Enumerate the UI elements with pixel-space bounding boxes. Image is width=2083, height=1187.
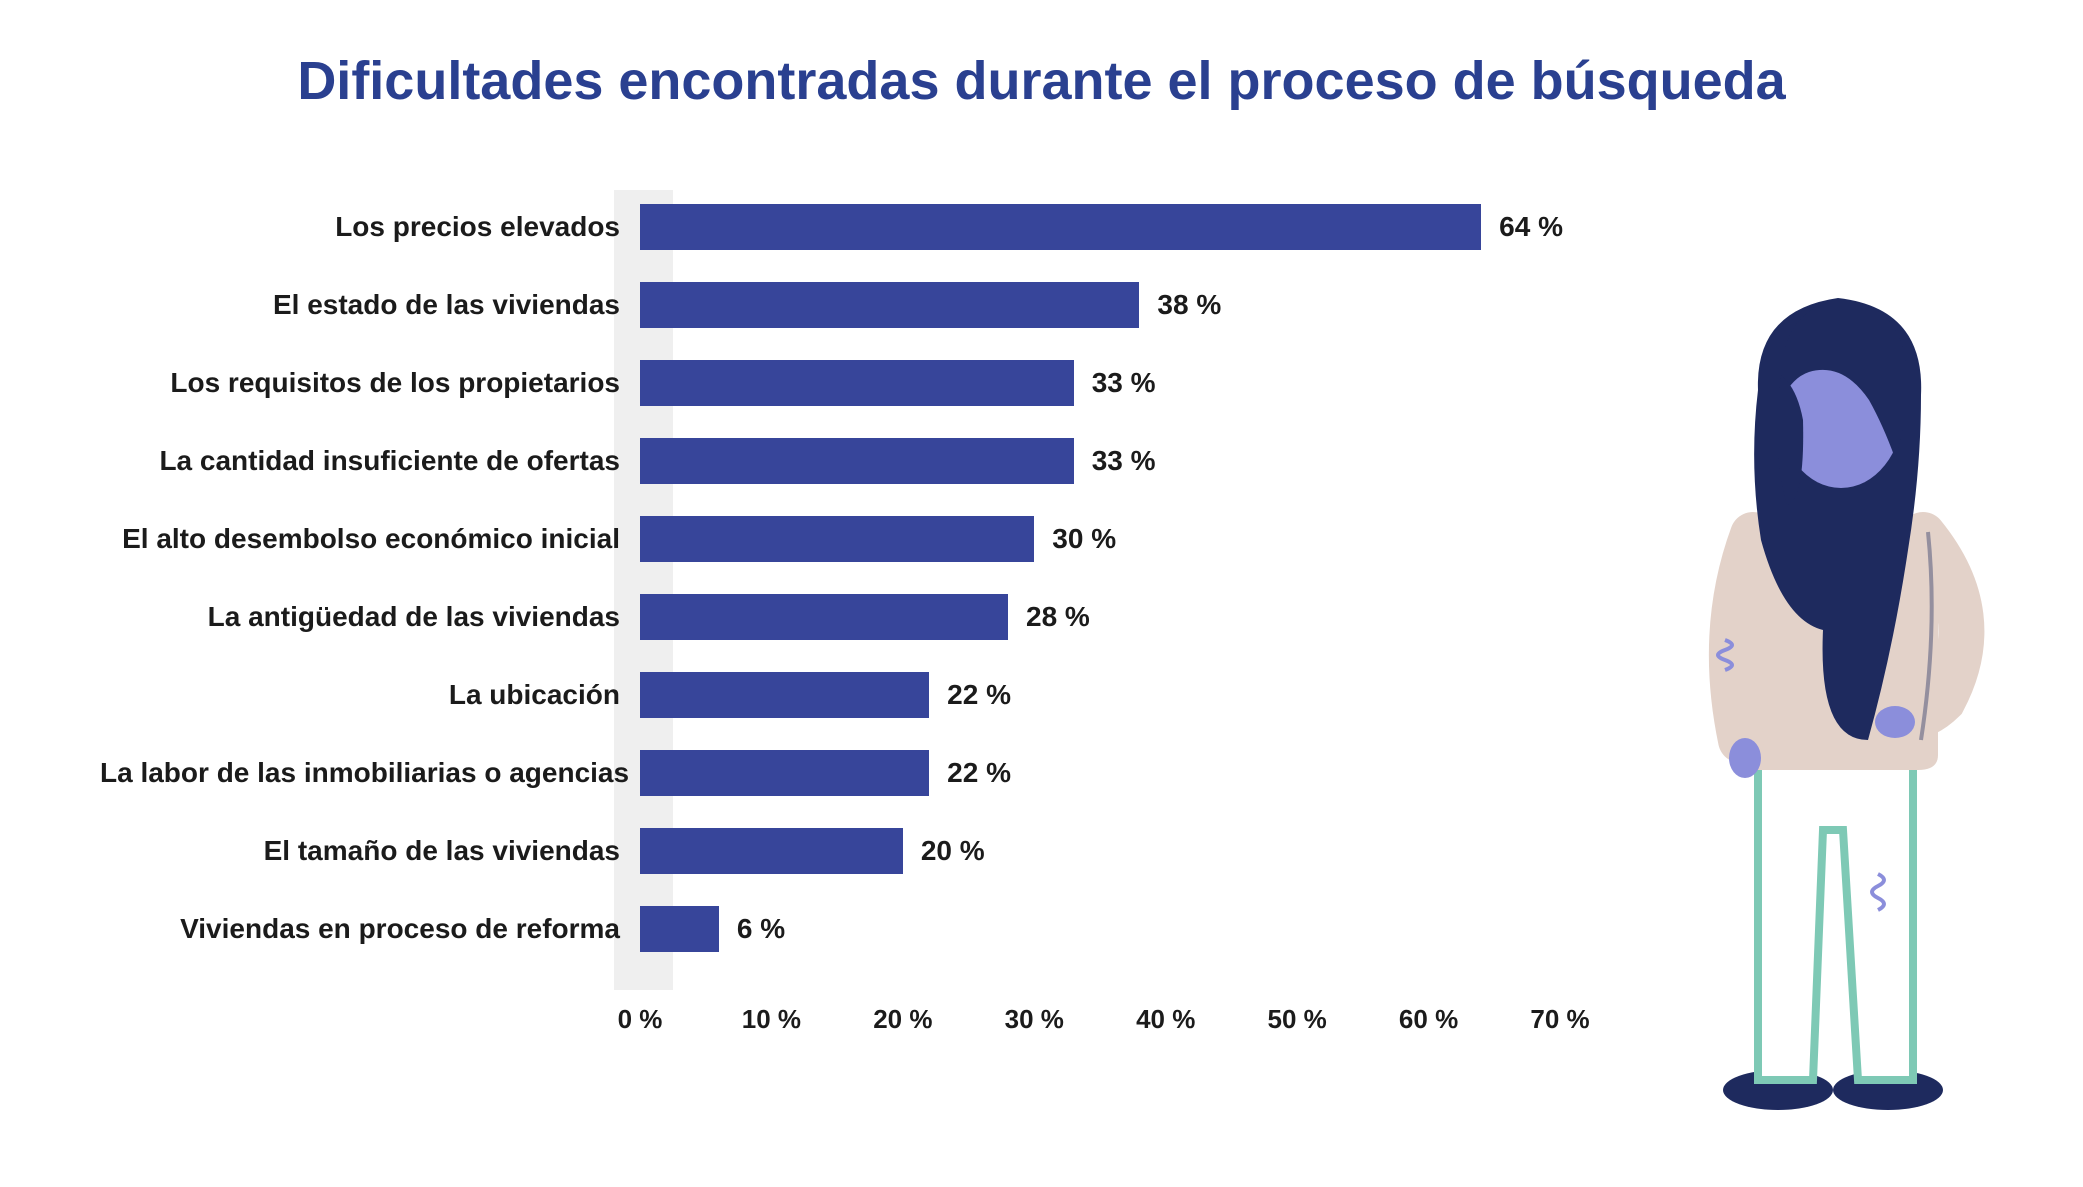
bar-holder: 22 %: [640, 750, 1560, 796]
bar-row: Los precios elevados 64 %: [100, 204, 1600, 250]
value-label: 33 %: [1092, 367, 1156, 399]
category-label: Los precios elevados: [100, 211, 620, 243]
woman-illustration: [1663, 270, 2023, 1120]
value-label: 22 %: [947, 757, 1011, 789]
bar-row: La ubicación 22 %: [100, 672, 1600, 718]
bar-holder: 20 %: [640, 828, 1560, 874]
x-tick: 60 %: [1399, 1004, 1458, 1035]
bar: [640, 204, 1481, 250]
x-tick: 20 %: [873, 1004, 932, 1035]
bar: [640, 360, 1074, 406]
category-label: La labor de las inmobiliarias o agencias: [100, 757, 620, 789]
bar-row: La antigüedad de las viviendas 28 %: [100, 594, 1600, 640]
bar-holder: 33 %: [640, 438, 1560, 484]
bar-holder: 64 %: [640, 204, 1560, 250]
category-label: La antigüedad de las viviendas: [100, 601, 620, 633]
x-tick: 70 %: [1530, 1004, 1589, 1035]
x-tick: 40 %: [1136, 1004, 1195, 1035]
bar: [640, 672, 929, 718]
bar-holder: 6 %: [640, 906, 1560, 952]
chart-title: Dificultades encontradas durante el proc…: [0, 50, 2083, 112]
bar-holder: 38 %: [640, 282, 1560, 328]
x-axis: 0 %10 %20 %30 %40 %50 %60 %70 %: [640, 1004, 1560, 1044]
bar: [640, 594, 1008, 640]
bar-row: La labor de las inmobiliarias o agencias…: [100, 750, 1600, 796]
bar-holder: 30 %: [640, 516, 1560, 562]
x-tick: 50 %: [1268, 1004, 1327, 1035]
bar-row: El estado de las viviendas 38 %: [100, 282, 1600, 328]
bar-holder: 22 %: [640, 672, 1560, 718]
bar: [640, 906, 719, 952]
category-label: El estado de las viviendas: [100, 289, 620, 321]
value-label: 33 %: [1092, 445, 1156, 477]
bar: [640, 516, 1034, 562]
bar-holder: 28 %: [640, 594, 1560, 640]
category-label: Viviendas en proceso de reforma: [100, 913, 620, 945]
value-label: 38 %: [1157, 289, 1221, 321]
bar-row: El alto desembolso económico inicial 30 %: [100, 516, 1600, 562]
value-label: 28 %: [1026, 601, 1090, 633]
x-tick: 30 %: [1005, 1004, 1064, 1035]
bar-holder: 33 %: [640, 360, 1560, 406]
category-label: El tamaño de las viviendas: [100, 835, 620, 867]
category-label: Los requisitos de los propietarios: [100, 367, 620, 399]
bar: [640, 438, 1074, 484]
bar: [640, 282, 1139, 328]
value-label: 64 %: [1499, 211, 1563, 243]
bar-row: La cantidad insuficiente de ofertas 33 %: [100, 438, 1600, 484]
category-label: La cantidad insuficiente de ofertas: [100, 445, 620, 477]
woman-icon: [1663, 270, 2023, 1120]
bar: [640, 828, 903, 874]
value-label: 6 %: [737, 913, 785, 945]
bar-row: El tamaño de las viviendas 20 %: [100, 828, 1600, 874]
chart-area: Los precios elevados 64 % El estado de las…: [100, 190, 1600, 1060]
value-label: 30 %: [1052, 523, 1116, 555]
x-tick: 0 %: [618, 1004, 663, 1035]
category-label: El alto desembolso económico inicial: [100, 523, 620, 555]
bar-row: Los requisitos de los propietarios 33 %: [100, 360, 1600, 406]
value-label: 20 %: [921, 835, 985, 867]
bar: [640, 750, 929, 796]
value-label: 22 %: [947, 679, 1011, 711]
category-label: La ubicación: [100, 679, 620, 711]
x-tick: 10 %: [742, 1004, 801, 1035]
bar-row: Viviendas en proceso de reforma 6 %: [100, 906, 1600, 952]
